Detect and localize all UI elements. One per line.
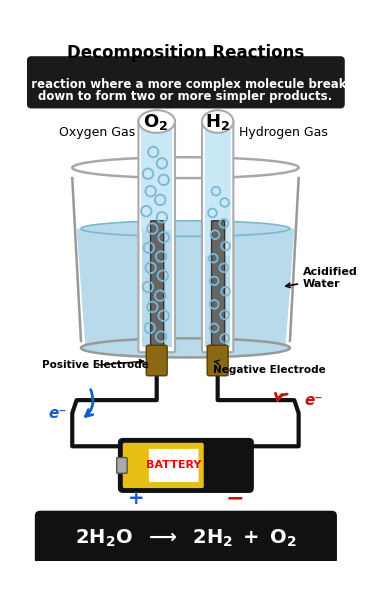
Text: $\mathbf{2H_2O\ \ \longrightarrow\ \ 2H_2\ +\ O_2}$: $\mathbf{2H_2O\ \ \longrightarrow\ \ 2H_… — [75, 528, 296, 549]
Polygon shape — [142, 230, 171, 347]
FancyBboxPatch shape — [116, 458, 127, 473]
FancyBboxPatch shape — [207, 345, 228, 376]
FancyBboxPatch shape — [138, 120, 175, 352]
Text: down to form two or more simpler products.: down to form two or more simpler product… — [38, 90, 332, 103]
FancyBboxPatch shape — [202, 120, 233, 352]
Text: Oxygen Gas: Oxygen Gas — [59, 127, 135, 139]
FancyBboxPatch shape — [204, 125, 231, 257]
FancyArrowPatch shape — [275, 393, 287, 400]
Ellipse shape — [81, 338, 290, 358]
Text: Decomposition Reactions: Decomposition Reactions — [67, 44, 304, 62]
Text: Acidified
Water: Acidified Water — [286, 268, 358, 289]
Ellipse shape — [72, 157, 299, 178]
Text: Negative Electrode: Negative Electrode — [213, 360, 326, 374]
Text: e⁻: e⁻ — [48, 406, 67, 421]
Text: e⁻: e⁻ — [304, 392, 323, 407]
FancyArrowPatch shape — [85, 389, 93, 416]
FancyBboxPatch shape — [146, 345, 167, 376]
Polygon shape — [206, 256, 230, 347]
FancyBboxPatch shape — [35, 511, 337, 565]
Text: $\mathbf{H_2}$: $\mathbf{H_2}$ — [205, 112, 230, 131]
Text: BATTERY: BATTERY — [145, 460, 201, 470]
Ellipse shape — [138, 110, 175, 133]
FancyBboxPatch shape — [123, 443, 204, 488]
FancyBboxPatch shape — [149, 449, 198, 482]
Text: Positive Electrode: Positive Electrode — [42, 359, 149, 370]
Ellipse shape — [81, 221, 290, 236]
FancyBboxPatch shape — [27, 56, 345, 109]
Text: +: + — [128, 489, 144, 508]
FancyBboxPatch shape — [141, 125, 173, 231]
Text: −: − — [226, 488, 244, 509]
FancyBboxPatch shape — [119, 439, 253, 491]
Ellipse shape — [202, 110, 233, 133]
Text: A reaction where a more complex molecule breaks: A reaction where a more complex molecule… — [18, 77, 353, 91]
FancyBboxPatch shape — [151, 221, 164, 353]
Text: $\mathbf{O_2}$: $\mathbf{O_2}$ — [143, 112, 168, 131]
FancyBboxPatch shape — [211, 221, 224, 353]
Text: Hydrogen Gas: Hydrogen Gas — [239, 127, 328, 139]
Polygon shape — [77, 229, 294, 346]
